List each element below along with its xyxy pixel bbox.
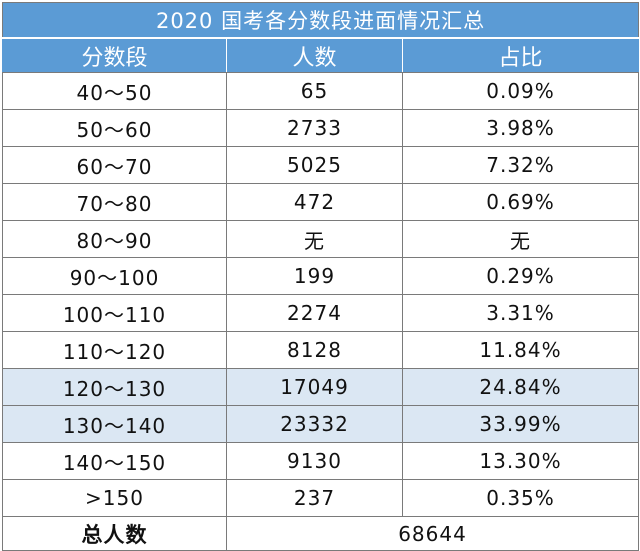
cell-percent: 3.98% [401,109,640,147]
cell-count: 9130 [226,442,403,480]
cell-range: 40～50 [2,72,227,110]
cell-count: 237 [226,479,403,517]
total-row: 总人数 68644 [2,516,640,551]
cell-percent: 3.31% [401,294,640,332]
cell-percent: 无 [401,220,640,258]
table-row: 70～80 472 0.69% [2,183,640,221]
table-title-row: 2020 国考各分数段进面情况汇总 [1,2,640,39]
cell-range: 120～130 [2,368,227,406]
cell-percent: 7.32% [401,146,640,184]
cell-percent: 33.99% [401,405,640,443]
table-row: 40～50 65 0.09% [2,72,640,110]
table-row: 120～130 17049 24.84% [2,368,640,406]
cell-count: 17049 [226,368,403,406]
table-row: 50～60 2733 3.98% [2,109,640,147]
cell-percent: 0.69% [401,183,640,221]
table-row: 110～120 8128 11.84% [2,331,640,369]
cell-count: 8128 [226,331,403,369]
column-header-percent: 占比 [401,37,640,73]
cell-percent: 11.84% [401,331,640,369]
cell-range: 110～120 [2,331,227,369]
cell-percent: 0.29% [401,257,640,295]
cell-range: 130～140 [2,405,227,443]
cell-range: 60～70 [2,146,227,184]
cell-percent: 0.09% [401,72,640,110]
cell-count: 无 [226,220,403,258]
cell-range: 50～60 [2,109,227,147]
total-value: 68644 [225,516,640,551]
cell-count: 5025 [226,146,403,184]
column-header-row: 分数段 人数 占比 [2,37,640,73]
table-row: >150 237 0.35% [2,479,640,517]
table-row: 60～70 5025 7.32% [2,146,640,184]
cell-percent: 13.30% [401,442,640,480]
column-header-range: 分数段 [2,37,227,73]
cell-count: 2274 [226,294,403,332]
table-title: 2020 国考各分数段进面情况汇总 [1,2,640,39]
total-label: 总人数 [2,516,227,551]
cell-percent: 0.35% [401,479,640,517]
column-header-count: 人数 [226,37,403,73]
cell-percent: 24.84% [401,368,640,406]
cell-range: 80～90 [2,220,227,258]
table-row: 80～90 无无 [2,220,640,258]
cell-count: 65 [226,72,403,110]
cell-count: 2733 [226,109,403,147]
cell-range: 140～150 [2,442,227,480]
cell-count: 472 [226,183,403,221]
cell-range: >150 [2,479,227,517]
table-row: 90～100 199 0.29% [2,257,640,295]
cell-count: 199 [226,257,403,295]
cell-range: 100～110 [2,294,227,332]
cell-range: 90～100 [2,257,227,295]
table-body: 40～50 65 0.09% 50～60 2733 3.98% 60～70 5025 7.3… [2,72,640,551]
cell-count: 23332 [226,405,403,443]
table-row: 100～110 2274 3.31% [2,294,640,332]
table-row: 140～150 9130 13.30% [2,442,640,480]
cell-range: 70～80 [2,183,227,221]
table-row: 130～140 23332 33.99% [2,405,640,443]
